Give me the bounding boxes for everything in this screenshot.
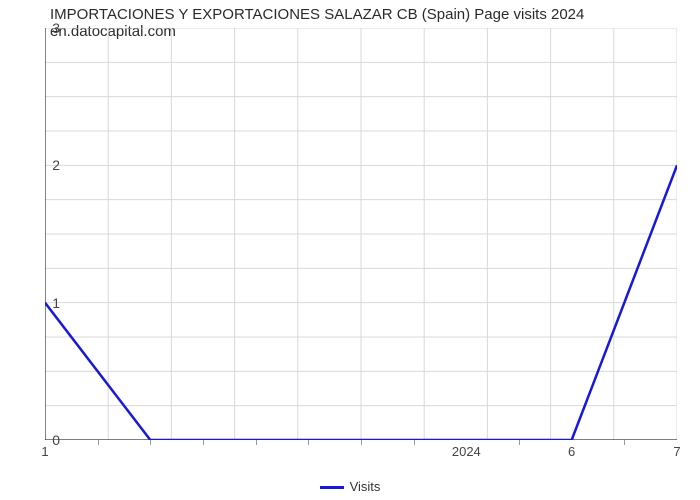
x-tick-label: 2024 <box>452 444 481 459</box>
y-tick-label: 0 <box>52 432 60 448</box>
x-tick-label: 1 <box>41 444 48 459</box>
y-tick-label: 2 <box>52 157 60 173</box>
legend-label: Visits <box>350 479 381 494</box>
x-minor-tick <box>256 440 257 445</box>
x-minor-tick <box>203 440 204 445</box>
chart-svg <box>45 28 677 440</box>
x-tick-label: 6 <box>568 444 575 459</box>
x-minor-tick <box>150 440 151 445</box>
x-minor-tick <box>624 440 625 445</box>
x-minor-tick <box>308 440 309 445</box>
legend: Visits <box>0 479 700 494</box>
x-minor-tick <box>98 440 99 445</box>
x-minor-tick <box>414 440 415 445</box>
y-tick-label: 3 <box>52 20 60 36</box>
x-minor-tick <box>361 440 362 445</box>
x-minor-tick <box>519 440 520 445</box>
chart-area <box>45 28 677 440</box>
y-tick-label: 1 <box>52 295 60 311</box>
legend-swatch <box>320 486 344 489</box>
x-tick-label: 7 <box>673 444 680 459</box>
